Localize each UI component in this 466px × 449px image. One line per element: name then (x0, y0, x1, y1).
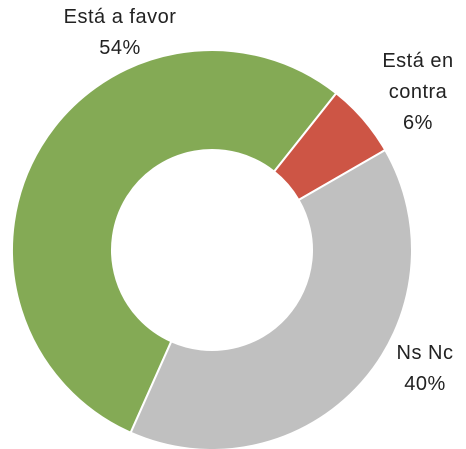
value-label: 6% (403, 112, 433, 134)
donut-slice (129, 148, 413, 449)
donut-slice (11, 49, 338, 435)
slice-label: Está a favor 54% (50, 2, 190, 64)
value-label: 40% (404, 373, 446, 395)
slice-label: Está en contra 6% (360, 46, 466, 139)
slice-label: Ns Nc 40% (380, 338, 466, 400)
category-label: Está a favor (63, 6, 177, 28)
category-label: Ns Nc (396, 342, 454, 364)
value-label: 54% (99, 37, 141, 59)
category-label: Está en contra (382, 50, 454, 103)
